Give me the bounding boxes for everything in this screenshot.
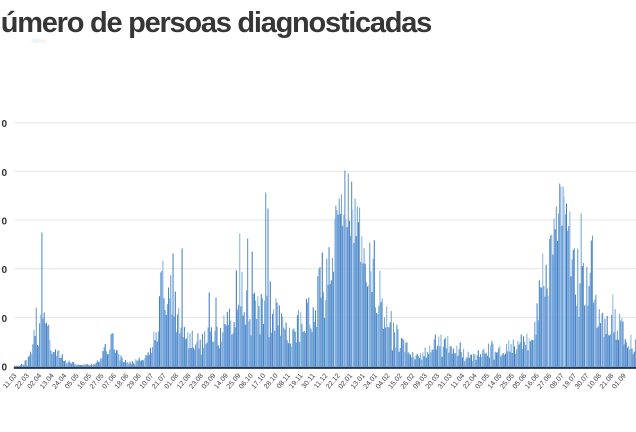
svg-text:0: 0 — [1, 217, 7, 228]
svg-text:0: 0 — [1, 363, 7, 374]
svg-text:0: 0 — [1, 314, 7, 325]
svg-text:0: 0 — [1, 119, 7, 130]
svg-text:0: 0 — [1, 265, 7, 276]
svg-text:0: 0 — [1, 168, 7, 179]
svg-text:úmero de persoas diagnosticada: úmero de persoas diagnosticadas — [1, 7, 431, 39]
